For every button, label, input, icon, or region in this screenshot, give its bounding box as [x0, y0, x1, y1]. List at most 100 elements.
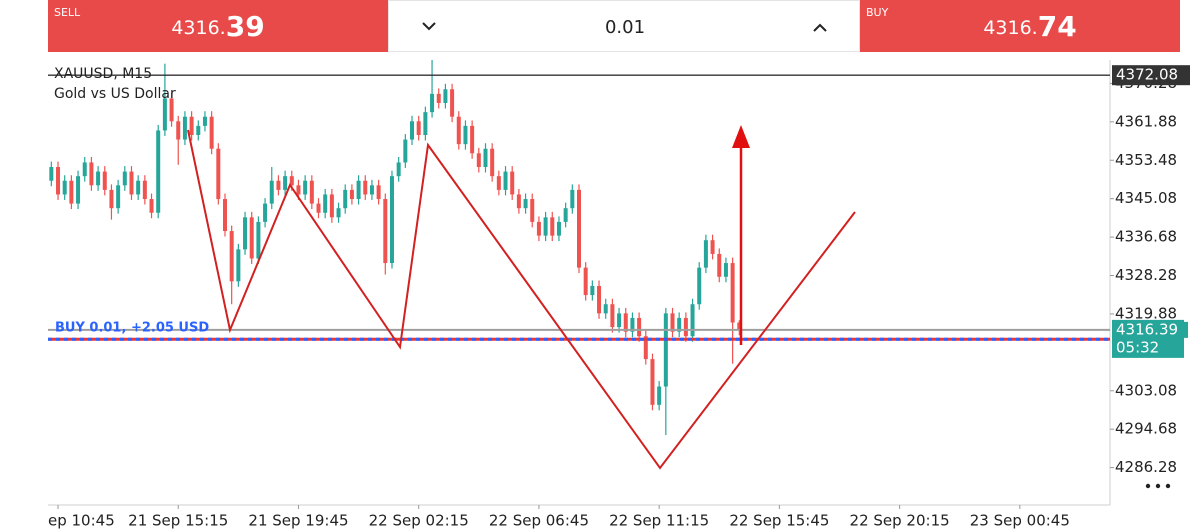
candle-body — [523, 199, 528, 209]
candle-body — [216, 148, 221, 200]
y-tick-label: 4336.68 — [1115, 228, 1177, 246]
x-tick-label: 22 Sep 20:15 — [850, 512, 950, 530]
candle-body — [403, 139, 408, 163]
candle-body — [109, 189, 114, 209]
candle-body — [76, 176, 81, 204]
candle-body — [710, 240, 715, 254]
menu-dot — [1145, 483, 1151, 489]
candle-body — [142, 180, 147, 200]
candle-body — [703, 240, 708, 268]
candle-body — [556, 221, 561, 236]
candle-body — [396, 162, 401, 177]
candle-body — [430, 93, 435, 113]
candle-body — [229, 231, 234, 282]
candle-body — [309, 180, 314, 204]
y-tick-label: 4303.08 — [1115, 381, 1177, 399]
candle-body — [156, 130, 161, 213]
annotations — [187, 125, 856, 470]
candle-body — [283, 176, 288, 190]
candle-body — [129, 171, 134, 195]
menu-dot — [1165, 483, 1171, 489]
candle-body — [363, 180, 368, 195]
buy-label: BUY — [866, 6, 889, 19]
candle-body — [249, 217, 254, 259]
candle-body — [617, 313, 622, 328]
volume-box — [388, 0, 860, 52]
candle-body — [383, 199, 388, 264]
candle-body — [510, 171, 515, 195]
candle-body — [456, 116, 461, 145]
candle-body — [503, 171, 508, 190]
candle-body — [176, 121, 181, 140]
volume-increase[interactable] — [813, 23, 827, 32]
candle-body — [336, 208, 341, 218]
candle-body — [470, 125, 475, 154]
buy-price-int: 4316. — [983, 17, 1037, 39]
candle-body — [303, 180, 308, 195]
candle-body — [356, 180, 361, 200]
candle-body — [236, 249, 241, 282]
candle-body — [149, 199, 154, 213]
candle-body — [436, 93, 441, 103]
x-tick-label: 21 Sep 19:45 — [248, 512, 348, 530]
candle-body — [730, 263, 735, 323]
sell-price-frac: 39 — [226, 10, 265, 43]
sell-price: 4316.39 — [171, 10, 264, 43]
candle-body — [209, 116, 214, 149]
candle-body — [543, 217, 548, 236]
candle-body — [182, 116, 187, 140]
candle-body — [369, 185, 374, 195]
candle-body — [389, 176, 394, 264]
sell-button[interactable] — [48, 0, 388, 52]
candle-body — [516, 194, 521, 209]
y-tick-label: 4361.88 — [1115, 112, 1177, 130]
axes: 4286.28 4294.68 4303.08 4319.88 4328.28 4336.… — [48, 65, 1190, 530]
candle-body — [476, 153, 481, 168]
candle-body — [136, 180, 141, 195]
candle-body — [697, 267, 702, 305]
candle-body — [717, 253, 722, 277]
bid-label-bg — [1112, 319, 1184, 358]
x-tick-label: 22 Sep 15:45 — [729, 512, 829, 530]
candle-body — [162, 98, 167, 131]
candle-body — [122, 171, 127, 186]
arrow-head — [732, 125, 750, 148]
candle-body — [610, 304, 615, 328]
volume-value[interactable]: 0.01 — [605, 17, 645, 38]
candle-body — [316, 203, 321, 213]
candle-body — [657, 386, 662, 405]
candle-body — [329, 194, 334, 218]
candle-body — [490, 148, 495, 177]
candle-body — [530, 199, 535, 222]
candle-body — [677, 317, 682, 332]
scroll-handle — [1183, 321, 1188, 338]
candle-body — [623, 313, 628, 332]
candle-body — [463, 125, 468, 145]
candle-body — [49, 167, 54, 181]
candle-body — [536, 221, 541, 236]
buy-price: 4316.74 — [983, 10, 1076, 43]
y-tick-label: 4328.28 — [1115, 266, 1177, 284]
candle-body — [323, 194, 328, 213]
x-tick-label: 21 Sep 15:15 — [128, 512, 228, 530]
candle-body — [597, 285, 602, 314]
volume-decrease[interactable] — [422, 22, 436, 31]
candle-body — [630, 317, 635, 332]
candle-body — [62, 180, 67, 195]
candle-body — [550, 217, 555, 236]
candle-body — [650, 359, 655, 405]
candle-body — [263, 203, 268, 222]
candle-body — [570, 189, 575, 209]
candle-body — [690, 304, 695, 337]
bid-timer: 05:32 — [1116, 338, 1159, 356]
candle-body — [202, 116, 207, 126]
buy-button[interactable] — [860, 0, 1180, 52]
candle-body — [450, 89, 455, 117]
candle-body — [423, 112, 428, 136]
candle-body — [102, 171, 107, 190]
x-tick-label: ep 10:45 — [48, 512, 115, 530]
sell-label: SELL — [54, 6, 81, 19]
price-line-label: 4372.08 — [1116, 66, 1178, 84]
more-menu[interactable] — [1145, 483, 1171, 489]
